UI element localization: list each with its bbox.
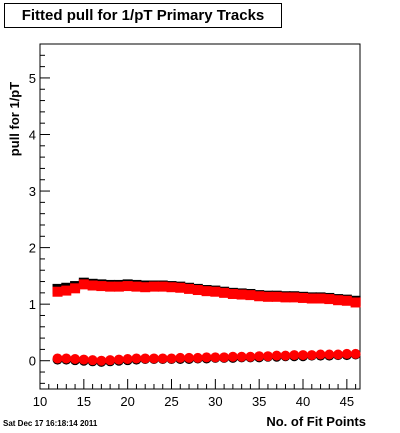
data-point-circle (131, 353, 142, 364)
data-point-square (78, 279, 89, 290)
x-tick-label: 35 (252, 394, 266, 409)
data-point-square (201, 286, 212, 297)
data-point-circle (236, 351, 247, 362)
data-point-square (219, 287, 230, 298)
data-point-circle (96, 355, 107, 366)
data-point-square (131, 281, 142, 292)
data-point-circle (87, 355, 98, 366)
data-point-circle (61, 353, 72, 364)
data-point-circle (175, 352, 186, 363)
data-point-square (245, 290, 256, 301)
y-tick-label: 3 (29, 184, 36, 199)
data-point-square (105, 281, 116, 292)
data-point-circle (289, 350, 300, 361)
data-point-circle (324, 349, 335, 360)
x-tick-label: 45 (340, 394, 354, 409)
x-axis-label: No. of Fit Points (266, 414, 366, 429)
data-point-circle (105, 355, 116, 366)
x-tick-label: 30 (208, 394, 222, 409)
data-point-square (262, 291, 273, 302)
data-point-square (113, 281, 124, 292)
data-point-circle (166, 353, 177, 364)
y-tick-label: 1 (29, 297, 36, 312)
data-point-square (61, 285, 72, 296)
x-tick-label: 25 (164, 394, 178, 409)
data-point-square (157, 281, 168, 292)
data-point-circle (350, 348, 361, 359)
data-point-circle (201, 352, 212, 363)
data-point-square (280, 292, 291, 303)
data-point-square (96, 281, 107, 292)
data-point-square (175, 282, 186, 293)
data-point-square (70, 283, 81, 294)
data-point-square (148, 281, 159, 292)
data-point-square (341, 295, 352, 306)
data-point-circle (219, 352, 230, 363)
data-point-circle (333, 349, 344, 360)
data-point-square (350, 297, 361, 308)
data-point-circle (262, 351, 273, 362)
x-tick-label: 15 (77, 394, 91, 409)
y-tick-label: 4 (29, 127, 36, 142)
data-point-circle (341, 348, 352, 359)
data-point-square (289, 292, 300, 303)
data-point-circle (271, 350, 282, 361)
data-point-circle (315, 349, 326, 360)
data-point-square (315, 293, 326, 304)
data-point-square (87, 280, 98, 291)
data-point-square (324, 294, 335, 305)
data-point-circle (254, 351, 265, 362)
data-point-square (122, 281, 133, 292)
data-point-circle (306, 350, 317, 361)
data-point-square (254, 291, 265, 302)
data-point-circle (52, 353, 63, 364)
data-point-square (210, 286, 221, 297)
x-tick-label: 20 (120, 394, 134, 409)
data-point-circle (70, 354, 81, 365)
y-axis-label: pull for 1/pT (7, 82, 22, 156)
data-point-circle (140, 353, 151, 364)
data-point-circle (280, 350, 291, 361)
data-point-circle (122, 354, 133, 365)
data-point-circle (113, 354, 124, 365)
data-point-square (140, 282, 151, 293)
data-point-circle (298, 350, 309, 361)
data-point-square (306, 293, 317, 304)
data-point-circle (192, 352, 203, 363)
data-point-square (192, 285, 203, 296)
data-point-square (298, 292, 309, 303)
timestamp: Sat Dec 17 16:18:14 2011 (3, 419, 98, 428)
y-tick-label: 0 (29, 354, 36, 369)
data-point-square (236, 289, 247, 300)
x-tick-label: 10 (33, 394, 47, 409)
data-point-circle (227, 351, 238, 362)
data-point-circle (148, 353, 159, 364)
data-point-circle (157, 353, 168, 364)
data-point-circle (245, 351, 256, 362)
y-tick-label: 5 (29, 71, 36, 86)
data-point-square (166, 282, 177, 293)
chart-title: Fitted pull for 1/pT Primary Tracks (4, 3, 282, 28)
data-point-square (271, 291, 282, 302)
y-tick-label: 2 (29, 241, 36, 256)
data-point-square (333, 295, 344, 306)
data-point-circle (78, 354, 89, 365)
x-tick-label: 40 (296, 394, 310, 409)
data-point-square (52, 286, 63, 297)
data-point-circle (184, 352, 195, 363)
plot-frame (39, 43, 361, 390)
data-point-square (227, 288, 238, 299)
data-point-circle (210, 352, 221, 363)
data-points (52, 277, 361, 367)
data-point-square (184, 283, 195, 294)
